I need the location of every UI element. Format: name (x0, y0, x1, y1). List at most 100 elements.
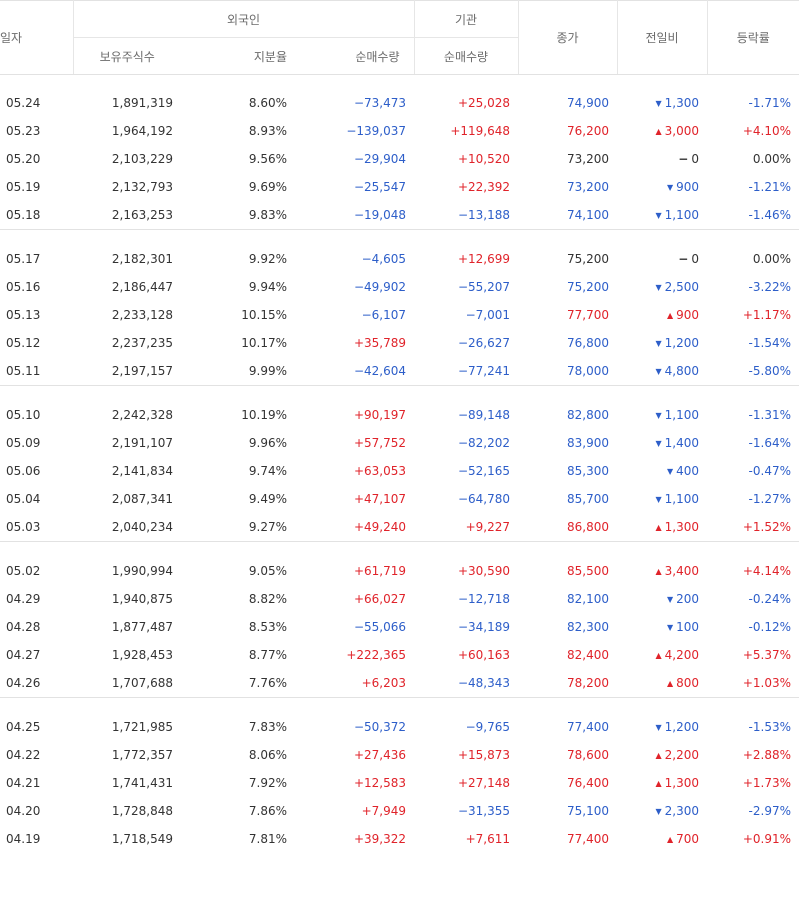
change-value: 4,200 (664, 648, 699, 662)
change-value: 4,800 (664, 364, 699, 378)
change-value: 2,300 (664, 804, 699, 818)
arrow-down-icon: ▼ (655, 367, 662, 376)
dash-icon: − (678, 152, 689, 166)
rate-cell: -5.80% (748, 364, 791, 378)
table-row: 05.04 2,087,341 9.49% +47,107 −64,780 85,700 ▼… (0, 485, 799, 513)
holdings-cell: 2,132,793 (111, 180, 173, 194)
group-spacer (0, 231, 799, 245)
holdings-cell: 1,877,487 (111, 620, 173, 634)
close-cell: 77,400 (567, 832, 609, 846)
foreign-net-cell: −4,605 (361, 252, 406, 266)
ratio-cell: 9.56% (248, 152, 287, 166)
holdings-cell: 2,242,328 (111, 408, 173, 422)
rate-cell: +4.10% (742, 124, 791, 138)
close-cell: 83,900 (567, 436, 609, 450)
header-change: 전일비 (617, 0, 708, 75)
table-row: 05.09 2,191,107 9.96% +57,752 −82,202 83,900 ▼… (0, 429, 799, 457)
holdings-cell: 2,141,834 (111, 464, 173, 478)
change-value: 0 (691, 152, 699, 166)
ratio-cell: 7.92% (248, 776, 287, 790)
table-row: 04.20 1,728,848 7.86% +7,949 −31,355 75,100 ▼ 2… (0, 797, 799, 825)
arrow-down-icon: ▼ (655, 411, 662, 420)
foreign-net-cell: +6,203 (361, 676, 406, 690)
date-cell: 05.24 (6, 96, 41, 110)
ratio-cell: 10.15% (241, 308, 287, 322)
foreign-net-cell: −49,902 (353, 280, 406, 294)
change-cell: ▼ 1,400 (617, 429, 707, 457)
ratio-cell: 8.93% (248, 124, 287, 138)
inst-net-cell: −55,207 (457, 280, 510, 294)
change-value: 1,100 (664, 492, 699, 506)
ratio-cell: 9.99% (248, 364, 287, 378)
holdings-cell: 1,891,319 (111, 96, 173, 110)
holdings-cell: 1,928,453 (111, 648, 173, 662)
foreign-net-cell: +66,027 (353, 592, 406, 606)
table-row: 05.18 2,163,253 9.83% −19,048 −13,188 74,100 ▼… (0, 201, 799, 230)
change-cell: −0 (617, 145, 707, 173)
change-value: 1,400 (664, 436, 699, 450)
table-row: 04.19 1,718,549 7.81% +39,322 +7,611 77,400 ▲ 7… (0, 825, 799, 853)
foreign-net-cell: +63,053 (353, 464, 406, 478)
close-cell: 78,200 (567, 676, 609, 690)
ratio-cell: 7.76% (248, 676, 287, 690)
header-foreign-net: 순매수량 (295, 37, 415, 75)
change-cell: ▲ 900 (617, 301, 707, 329)
change-value: 3,400 (664, 564, 699, 578)
change-value: 1,300 (664, 96, 699, 110)
inst-net-cell: −7,001 (465, 308, 510, 322)
foreign-net-cell: +222,365 (346, 648, 406, 662)
arrow-down-icon: ▼ (666, 595, 674, 604)
spacer-cell (0, 543, 799, 557)
date-cell: 05.16 (6, 280, 41, 294)
rate-cell: +5.37% (742, 648, 791, 662)
date-cell: 05.09 (6, 436, 41, 450)
rate-cell: -1.21% (748, 180, 791, 194)
inst-net-cell: +12,699 (457, 252, 510, 266)
close-cell: 82,800 (567, 408, 609, 422)
foreign-net-cell: +47,107 (353, 492, 406, 506)
change-cell: ▼ 1,100 (617, 201, 707, 230)
ratio-cell: 8.77% (248, 648, 287, 662)
table-row: 05.12 2,237,235 10.17% +35,789 −26,627 76,800… (0, 329, 799, 357)
change-cell: ▼ 2,500 (617, 273, 707, 301)
arrow-down-icon: ▼ (655, 439, 662, 448)
change-value: 800 (676, 676, 699, 690)
change-value: 2,500 (664, 280, 699, 294)
ratio-cell: 8.53% (248, 620, 287, 634)
inst-net-cell: +27,148 (457, 776, 510, 790)
change-cell: ▼ 900 (617, 173, 707, 201)
ratio-cell: 7.81% (248, 832, 287, 846)
group-separator (0, 229, 799, 231)
close-cell: 85,500 (567, 564, 609, 578)
close-cell: 86,800 (567, 520, 609, 534)
spacer-cell (0, 75, 799, 90)
change-cell: ▲ 1,300 (617, 769, 707, 797)
date-cell: 04.25 (6, 720, 41, 734)
foreign-net-cell: +61,719 (353, 564, 406, 578)
ratio-cell: 9.27% (248, 520, 287, 534)
date-cell: 05.03 (6, 520, 41, 534)
close-cell: 77,700 (567, 308, 609, 322)
arrow-down-icon: ▼ (655, 283, 662, 292)
close-cell: 73,200 (567, 180, 609, 194)
inst-net-cell: −89,148 (457, 408, 510, 422)
inst-net-cell: +119,648 (450, 124, 510, 138)
rate-cell: -3.22% (748, 280, 791, 294)
inst-net-cell: −13,188 (457, 208, 510, 222)
table-row: 04.29 1,940,875 8.82% +66,027 −12,718 82,100 ▼… (0, 585, 799, 613)
change-value: 900 (676, 308, 699, 322)
holdings-cell: 2,182,301 (111, 252, 173, 266)
change-cell: −0 (617, 245, 707, 273)
foreign-net-cell: −139,037 (346, 124, 406, 138)
arrow-up-icon: ▲ (655, 751, 662, 760)
rate-cell: 0.00% (752, 152, 791, 166)
group-spacer (0, 75, 799, 90)
arrow-down-icon: ▼ (655, 723, 662, 732)
holdings-cell: 1,707,688 (111, 676, 173, 690)
ratio-cell: 7.83% (248, 720, 287, 734)
arrow-down-icon: ▼ (655, 339, 662, 348)
holdings-cell: 1,718,549 (111, 832, 173, 846)
table-row: 05.10 2,242,328 10.19% +90,197 −89,148 82,800… (0, 401, 799, 429)
table-row: 05.06 2,141,834 9.74% +63,053 −52,165 85,300 ▼… (0, 457, 799, 485)
date-cell: 05.17 (6, 252, 41, 266)
